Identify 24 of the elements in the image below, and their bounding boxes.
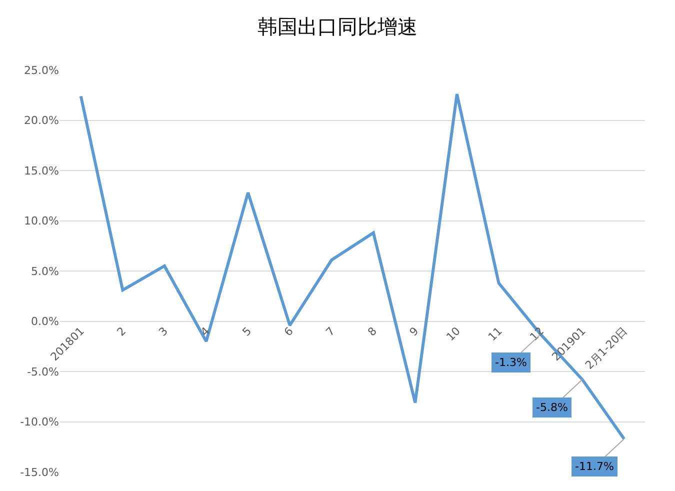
y-tick-label: -5.0% [27,365,59,378]
data-label: -11.7% [575,460,614,473]
x-tick-label: 7 [323,324,338,339]
x-tick-label: 11 [486,324,505,344]
y-tick-label: -10.0% [20,416,59,429]
x-tick-label: 2 [114,324,129,339]
y-tick-label: 25.0% [24,64,59,77]
x-tick-label: 8 [365,324,380,339]
x-tick-label: 12 [527,324,547,344]
y-tick-label: 5.0% [31,264,59,278]
x-tick-label: 4 [198,324,212,339]
chart-title: 韩国出口同比增速 [258,14,418,39]
x-tick-label: 9 [407,324,422,339]
x-tick-label: 5 [240,324,254,339]
y-tick-label: -15.0% [20,466,59,479]
data-label: -5.8% [536,401,568,414]
data-label: -1.3% [495,356,527,369]
x-tick-label: 10 [444,324,463,344]
y-tick-label: 20.0% [24,114,59,128]
x-tick-label: 3 [156,324,170,339]
y-tick-label: 0.0% [31,315,59,328]
y-tick-label: 15.0% [24,164,59,178]
x-tick-label: 6 [282,324,296,339]
y-tick-label: 10.0% [24,214,59,228]
